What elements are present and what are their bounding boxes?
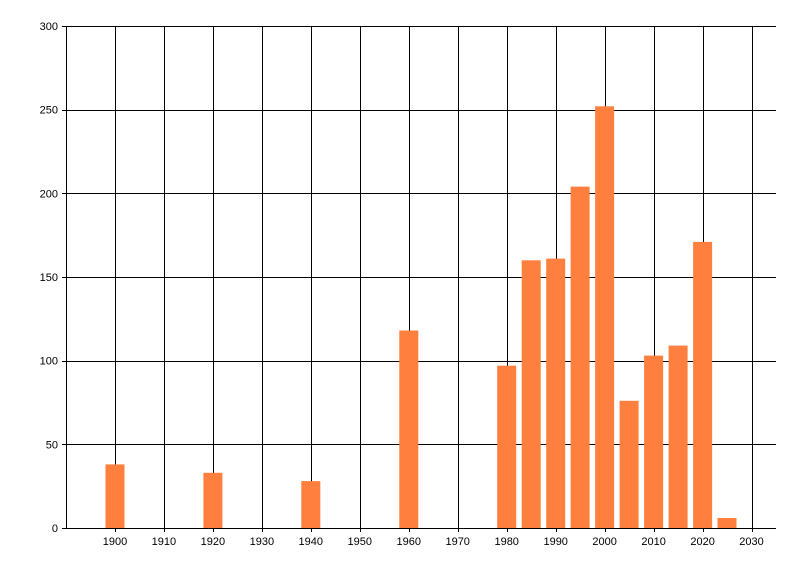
y-tick-label: 200: [40, 188, 58, 200]
x-tick-label: 2020: [690, 536, 714, 548]
x-tick-label: 2030: [739, 536, 763, 548]
bar-1990: [546, 258, 566, 528]
y-tick-label: 50: [46, 439, 58, 451]
bar-1960: [399, 330, 419, 528]
y-tick-label: 0: [52, 523, 58, 535]
x-tick-label: 1990: [543, 536, 567, 548]
x-axis-ticks: 1900 1910 1920 1930 1940 1950 1960 1970 1980 1990…: [103, 536, 764, 548]
x-tick-label: 1950: [348, 536, 372, 548]
y-tick-label: 250: [40, 105, 58, 117]
x-tick-label: 1980: [494, 536, 518, 548]
bar-1985: [521, 260, 541, 528]
x-tick-label: 1930: [250, 536, 274, 548]
bar-1980: [497, 365, 517, 528]
bar-1940: [301, 481, 321, 528]
y-tick-label: 100: [40, 356, 58, 368]
x-tick-label: 1940: [299, 536, 323, 548]
bar-1995: [570, 186, 590, 528]
y-tick-label: 150: [40, 272, 58, 284]
x-tick-label: 1960: [397, 536, 421, 548]
x-tick-label: 1970: [445, 536, 469, 548]
y-axis-ticks: 0 50 100 150 200 250 300: [40, 21, 58, 535]
bar-2005: [619, 400, 639, 528]
x-tick-label: 1920: [201, 536, 225, 548]
x-tick-label: 2010: [641, 536, 665, 548]
bar-2010: [644, 355, 664, 528]
bar-2020: [693, 241, 713, 528]
bar-1900: [105, 464, 125, 528]
x-tick-label: 2000: [592, 536, 616, 548]
bar-2015: [668, 345, 688, 528]
bar-1920: [203, 472, 223, 528]
bar-2025: [717, 518, 737, 528]
x-tick-label: 1910: [152, 536, 176, 548]
axes: [66, 26, 776, 529]
bar-series: [105, 106, 737, 529]
x-tick-label: 1900: [103, 536, 127, 548]
bar-2000: [595, 106, 615, 529]
y-tick-label: 300: [40, 21, 58, 33]
